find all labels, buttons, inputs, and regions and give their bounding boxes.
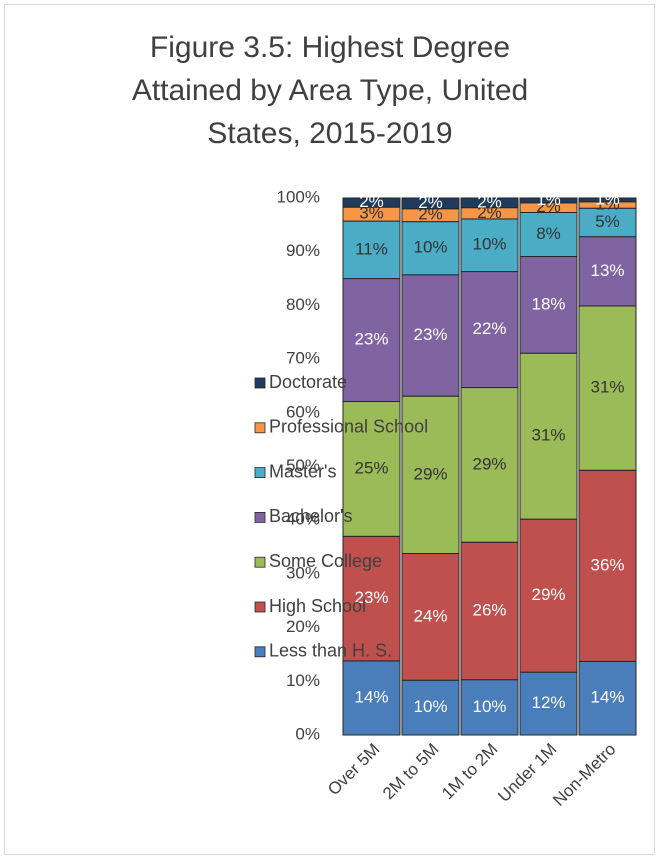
bar-segment bbox=[519, 518, 578, 673]
bar-segment bbox=[578, 236, 637, 307]
data-label: 8% bbox=[536, 224, 561, 243]
y-tick-label: 30% bbox=[286, 563, 320, 582]
bar-segment bbox=[519, 352, 578, 520]
bar-segment bbox=[401, 679, 460, 736]
bar-segment bbox=[401, 197, 460, 210]
data-label: 18% bbox=[531, 294, 565, 313]
bar-segment bbox=[460, 387, 519, 543]
bar-segment bbox=[578, 207, 637, 238]
bar-segment bbox=[519, 211, 578, 258]
legend-label: Professional School bbox=[269, 417, 428, 437]
data-label: 12% bbox=[531, 693, 565, 712]
bar-segment bbox=[519, 256, 578, 354]
y-tick-label: 70% bbox=[286, 349, 320, 368]
data-label: 10% bbox=[472, 697, 506, 716]
data-label: 26% bbox=[472, 600, 506, 619]
data-label: 29% bbox=[413, 464, 447, 483]
data-label: 23% bbox=[354, 588, 388, 607]
data-label: 23% bbox=[413, 325, 447, 344]
legend-swatch bbox=[254, 422, 266, 434]
bar-segment bbox=[460, 679, 519, 736]
bar-segment bbox=[342, 660, 401, 736]
data-label: 36% bbox=[590, 555, 624, 574]
bar-segment bbox=[519, 671, 578, 736]
bar-segment bbox=[342, 401, 401, 537]
bar-segment bbox=[342, 535, 401, 662]
y-tick-label: 0% bbox=[295, 724, 320, 743]
legend-label: Doctorate bbox=[269, 372, 347, 392]
bar-segment bbox=[342, 278, 401, 403]
legend-label: High School bbox=[269, 596, 366, 616]
data-label: 11% bbox=[355, 239, 388, 258]
data-label: 10% bbox=[413, 238, 447, 257]
data-label: 29% bbox=[531, 585, 565, 604]
legend-swatch bbox=[254, 646, 266, 658]
data-label: 2% bbox=[477, 192, 502, 211]
data-label: 29% bbox=[472, 454, 506, 473]
bar-segment bbox=[460, 271, 519, 389]
data-label: 5% bbox=[595, 212, 620, 231]
legend-swatch bbox=[254, 556, 266, 568]
data-label: 3% bbox=[359, 204, 384, 223]
legend-swatch bbox=[254, 467, 266, 479]
data-label: 31% bbox=[531, 426, 565, 445]
y-tick-label: 10% bbox=[286, 671, 320, 690]
data-label: 23% bbox=[354, 330, 388, 349]
data-label: 2% bbox=[418, 193, 443, 212]
bar-segment bbox=[578, 469, 637, 662]
legend-swatch bbox=[254, 601, 266, 613]
data-label: 14% bbox=[590, 688, 624, 707]
bar-segment bbox=[578, 197, 637, 203]
y-tick-label: 90% bbox=[286, 241, 320, 260]
legend-swatch bbox=[254, 512, 266, 523]
legend-label: Bachelor's bbox=[269, 506, 352, 526]
bar-segment bbox=[519, 197, 578, 204]
data-label: 14% bbox=[354, 687, 388, 706]
bar-segment bbox=[460, 541, 519, 681]
legend-label: Master's bbox=[269, 461, 336, 481]
data-label: 10% bbox=[472, 235, 506, 254]
y-tick-label: 100% bbox=[277, 187, 320, 206]
y-tick-label: 50% bbox=[286, 456, 320, 475]
data-label: 13% bbox=[590, 261, 624, 280]
legend-swatch bbox=[254, 377, 266, 389]
bar-segment bbox=[401, 395, 460, 554]
y-tick-label: 80% bbox=[286, 295, 320, 314]
data-label: 31% bbox=[590, 378, 624, 397]
data-label: 2% bbox=[418, 205, 443, 224]
data-label: 1% bbox=[595, 189, 620, 208]
bar-segment bbox=[578, 305, 637, 471]
bar-segment bbox=[401, 274, 460, 397]
data-label: 10% bbox=[413, 697, 447, 716]
data-label: 22% bbox=[472, 319, 506, 338]
data-label: 25% bbox=[354, 458, 388, 477]
bar-segment bbox=[401, 552, 460, 681]
data-label: 1% bbox=[536, 190, 561, 209]
bar-segment bbox=[401, 221, 460, 276]
chart-title: Figure 3.5: Highest Degree Attained by A… bbox=[131, 31, 529, 150]
bar-segment bbox=[578, 660, 637, 736]
data-label: 2% bbox=[359, 192, 384, 211]
legend-label: Some College bbox=[269, 551, 382, 571]
y-tick-label: 40% bbox=[286, 510, 320, 529]
data-label: 24% bbox=[413, 606, 447, 625]
bar-segment bbox=[342, 197, 401, 208]
y-tick-label: 20% bbox=[286, 617, 320, 636]
y-tick-label: 60% bbox=[286, 402, 320, 421]
legend-label: Less than H. S. bbox=[269, 641, 392, 661]
bar-segment bbox=[460, 197, 519, 209]
